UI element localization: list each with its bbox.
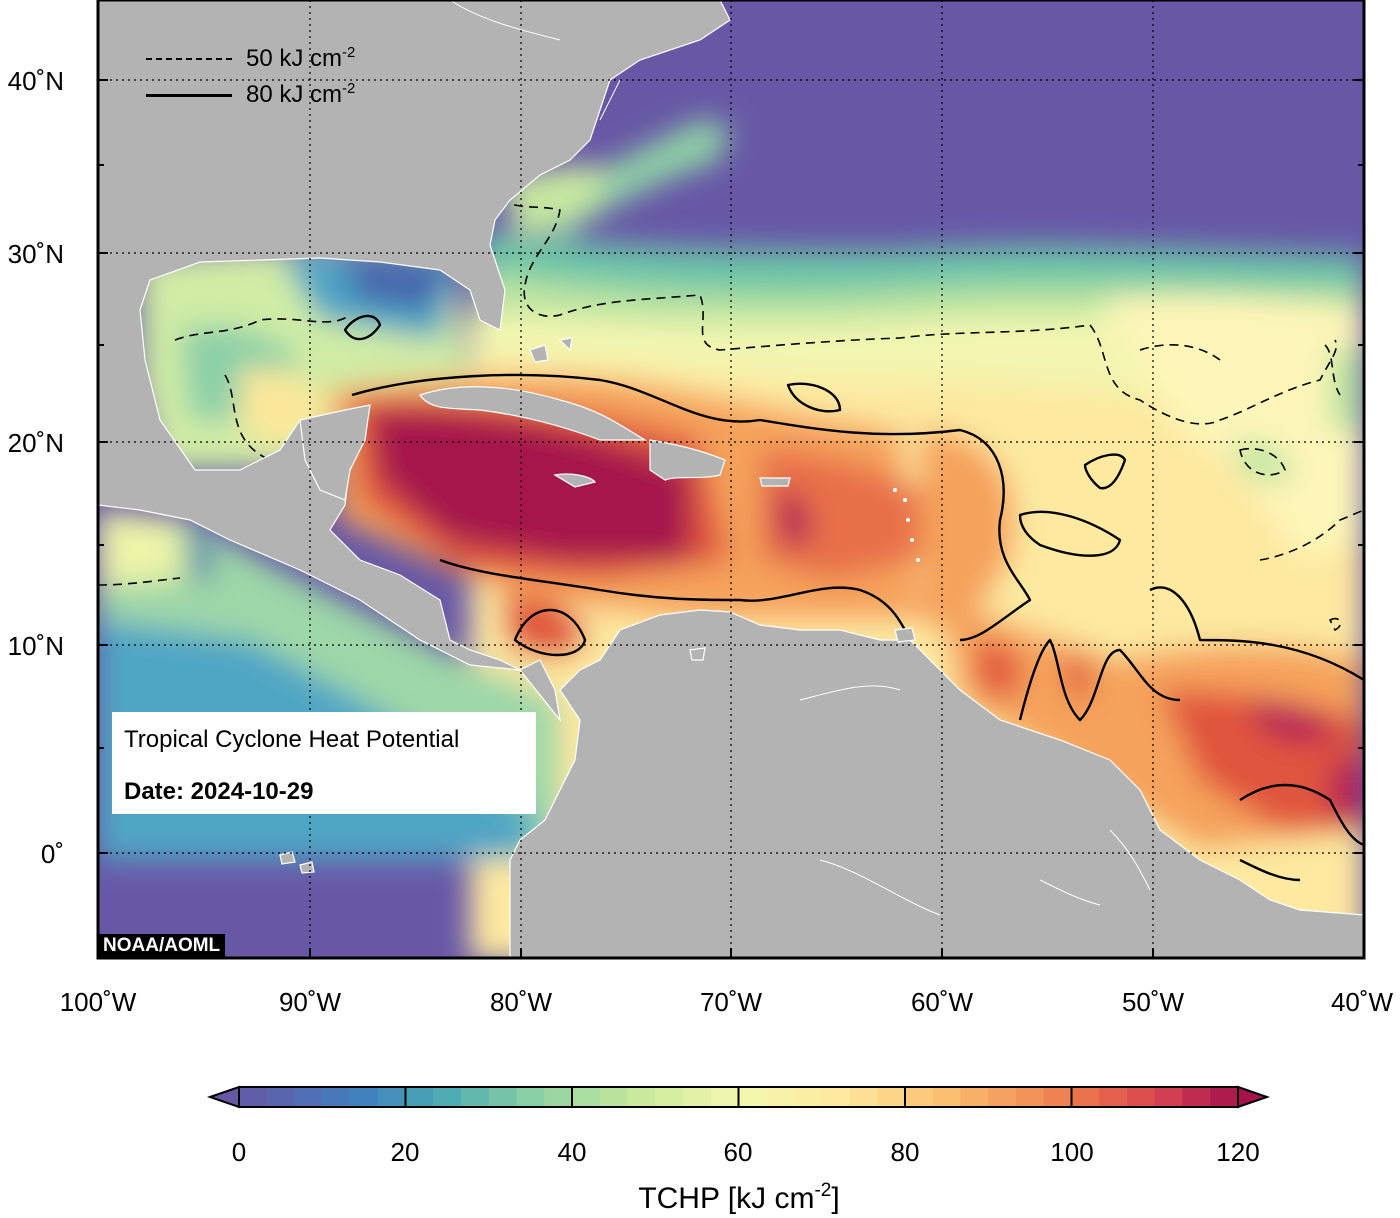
lesser-antilles — [893, 488, 920, 562]
lat-label: 20˚N — [8, 428, 64, 458]
legend-text-80: 80 kJ cm — [246, 81, 343, 108]
colorbar-bin — [322, 1087, 351, 1107]
colorbar-bin — [1127, 1087, 1156, 1107]
colorbar-bin — [794, 1087, 823, 1107]
colorbar-bin — [1099, 1087, 1128, 1107]
colorbar-bin — [516, 1087, 545, 1107]
colorbar-bin — [627, 1087, 656, 1107]
colorbar-tick: 100 — [1050, 1137, 1093, 1167]
colorbar-bin — [1182, 1087, 1211, 1107]
map-title: Tropical Cyclone Heat Potential — [124, 726, 460, 753]
lon-label: 50˚W — [1122, 987, 1185, 1017]
colorbar-bin — [1016, 1087, 1045, 1107]
colorbar-bin — [1154, 1087, 1184, 1107]
colorbar-bin — [1210, 1087, 1239, 1107]
colorbar-bin — [294, 1087, 323, 1107]
longitude-labels: 100˚W 90˚W 80˚W 70˚W 60˚W 50˚W 40˚W — [60, 987, 1394, 1017]
colorbar-extend-low — [206, 1085, 240, 1109]
lat-label: 10˚N — [8, 631, 64, 661]
info-box: Tropical Cyclone Heat Potential Date: 20… — [112, 712, 536, 814]
colorbar-bin — [572, 1087, 601, 1107]
colorbar-bin — [599, 1087, 629, 1107]
colorbar — [206, 1085, 1271, 1109]
lat-label: 0˚ — [41, 839, 64, 869]
colorbar-title: TCHP [kJ cm-2] — [638, 1180, 839, 1215]
dashed-line-icon — [146, 58, 232, 60]
colorbar-bin — [239, 1087, 268, 1107]
land — [98, 0, 1364, 958]
colorbar-bin — [988, 1087, 1017, 1107]
latitude-labels: 40˚N 30˚N 20˚N 10˚N 0˚ — [8, 66, 64, 869]
lon-label: 40˚W — [1331, 987, 1394, 1017]
colorbar-bin — [905, 1087, 934, 1107]
colorbar-bin — [821, 1087, 851, 1107]
colorbar-bin — [932, 1087, 962, 1107]
colorbar-bin — [405, 1087, 434, 1107]
coast-detail — [449, 0, 1151, 916]
lon-label: 80˚W — [490, 987, 553, 1017]
colorbar-bin — [1043, 1087, 1073, 1107]
heat-field — [98, 120, 1364, 958]
contour-50 — [98, 199, 1364, 631]
colorbar-bin — [1071, 1087, 1100, 1107]
colorbar-bin — [488, 1087, 518, 1107]
lon-label: 60˚W — [911, 987, 974, 1017]
colorbar-tick: 120 — [1216, 1137, 1259, 1167]
colorbar-bin — [350, 1087, 379, 1107]
lat-label: 30˚N — [8, 239, 64, 269]
colorbar-tick-labels: 0 20 40 60 80 100 120 — [232, 1137, 1260, 1167]
colorbar-bin — [960, 1087, 989, 1107]
colorbar-bin — [266, 1087, 296, 1107]
colorbar-bin — [849, 1087, 878, 1107]
colorbar-extend-high — [1237, 1085, 1271, 1109]
lon-label: 90˚W — [279, 987, 342, 1017]
colorbar-bin — [433, 1087, 462, 1107]
colorbar-bin — [683, 1087, 712, 1107]
colorbar-bin — [738, 1087, 767, 1107]
colorbar-tick: 0 — [232, 1137, 246, 1167]
map-field — [98, 0, 1364, 958]
lon-label: 70˚W — [700, 987, 763, 1017]
colorbar-bin — [377, 1087, 407, 1107]
contour-80 — [343, 314, 1364, 882]
legend-sup-80: -2 — [342, 80, 356, 97]
lon-label: 100˚W — [60, 987, 137, 1017]
lat-label: 40˚N — [8, 66, 64, 96]
colorbar-bin — [766, 1087, 795, 1107]
legend-text-50: 50 kJ cm — [246, 45, 343, 72]
colorbar-bin — [877, 1087, 906, 1107]
colorbar-tick: 80 — [891, 1137, 920, 1167]
credit-badge: NOAA/AOML — [98, 934, 226, 958]
colorbar-bin — [461, 1087, 490, 1107]
colorbar-tick: 20 — [391, 1137, 420, 1167]
solid-line-icon — [146, 94, 232, 97]
colorbar-bin — [544, 1087, 573, 1107]
legend-sup-50: -2 — [342, 44, 356, 61]
colorbar-tick: 40 — [558, 1137, 587, 1167]
tick-marks — [98, 79, 1364, 958]
colorbar-tick: 60 — [724, 1137, 753, 1167]
colorbar-bin — [655, 1087, 684, 1107]
colorbar-bin — [710, 1087, 740, 1107]
date-label: Date: 2024-10-29 — [124, 778, 314, 805]
